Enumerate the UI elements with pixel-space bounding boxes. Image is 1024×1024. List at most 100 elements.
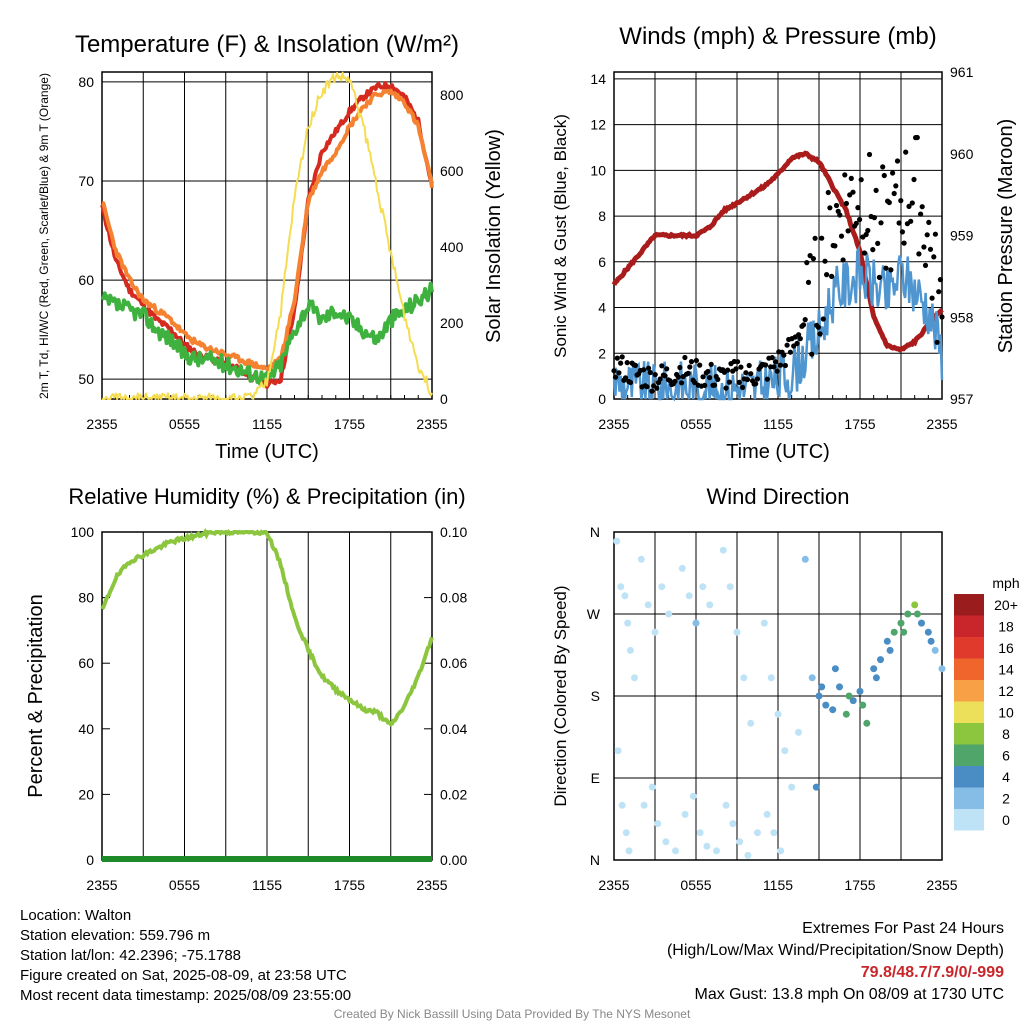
gust-point [875, 240, 881, 246]
gust-point [723, 385, 729, 391]
gust-point [763, 362, 769, 368]
gust-point [871, 215, 878, 221]
legend-label: 18 [998, 619, 1014, 635]
direction-tick-label: W [587, 606, 601, 622]
gust-point [894, 158, 901, 164]
gust-point [873, 187, 879, 193]
gust-point [740, 384, 746, 390]
chart-title-rh: Relative Humidity (%) & Precipitation (i… [68, 484, 465, 509]
gust-point [807, 253, 813, 259]
direction-point [774, 710, 782, 718]
direction-point [863, 719, 871, 727]
y-tick-label: 60 [78, 655, 94, 671]
y2-tick-label: 0.10 [440, 524, 467, 540]
x-tick-label: 2355 [416, 416, 447, 432]
gust-point [682, 354, 688, 361]
direction-point [747, 719, 755, 727]
legend-swatch [954, 701, 984, 723]
y-axis-label-temperature: 2m T, Td, HI/WC (Red, Green, Scarlet/Blu… [37, 73, 51, 399]
gust-point [899, 229, 906, 235]
direction-point [665, 610, 673, 618]
gust-point [832, 243, 838, 249]
direction-point [696, 829, 704, 837]
gust-point [927, 246, 934, 252]
elevation-text: Station elevation: 559.796 m [20, 927, 211, 944]
gust-point [675, 374, 681, 380]
y-tick-label: 8 [598, 208, 606, 224]
gust-point [866, 151, 873, 158]
y2-axis-label-insolation: Solar Insolation (Yellow) [483, 129, 505, 343]
extremes-subtitle: (High/Low/Max Wind/Precipitation/Snow De… [666, 942, 1004, 959]
gust-point [774, 368, 780, 374]
direction-point [699, 583, 707, 591]
gust-point [659, 363, 665, 369]
direction-point [719, 546, 727, 554]
direction-point [777, 847, 785, 855]
gust-point [934, 339, 940, 345]
y-tick-label: 4 [598, 300, 606, 316]
gust-point [837, 212, 843, 218]
direction-point [617, 583, 625, 591]
direction-point [624, 619, 632, 627]
gust-point [827, 205, 833, 211]
gust-point [738, 364, 744, 370]
direction-point [870, 665, 878, 673]
x-tick-label: 1755 [334, 416, 365, 432]
y-tick-label: 100 [71, 524, 95, 540]
direction-point [842, 710, 850, 718]
direction-point [692, 619, 700, 627]
direction-point [795, 728, 802, 736]
gust-point [700, 374, 706, 380]
gust-point [726, 379, 733, 385]
gust-point [918, 211, 924, 217]
gust-point [863, 231, 869, 238]
gust-point [838, 233, 845, 239]
legend-label: 20+ [994, 597, 1018, 613]
direction-point [678, 564, 686, 572]
y2-tick-label: 961 [950, 64, 974, 80]
credit-text: Created By Nick Bassill Using Data Provi… [333, 1007, 691, 1021]
y-tick-label: 14 [590, 71, 606, 87]
direction-point [781, 747, 789, 755]
gust-point [804, 260, 810, 266]
direction-point [883, 637, 891, 645]
x-tick-label: 0555 [680, 416, 711, 432]
direction-point [788, 783, 796, 791]
direction-point [938, 665, 946, 673]
plot-frame [613, 531, 943, 861]
direction-tick-label: N [590, 524, 600, 540]
gust-point [843, 200, 850, 207]
x-tick-label: 0555 [169, 877, 200, 893]
gust-point [647, 369, 653, 376]
direction-tick-label: N [590, 852, 600, 868]
gust-point [624, 360, 630, 366]
gust-point [787, 349, 794, 355]
gust-point [850, 189, 856, 195]
y2-tick-label: 0.06 [440, 655, 467, 671]
gust-point [657, 376, 663, 382]
legend-label: 2 [1002, 791, 1010, 807]
rh-line [100, 527, 434, 727]
gust-point [842, 172, 848, 178]
gust-point [829, 273, 835, 279]
x-tick-label: 1155 [252, 416, 282, 432]
y-tick-label: 70 [78, 173, 94, 189]
gust-point [664, 366, 670, 372]
extremes-values: 79.8/48.7/7.9/0/-999 [860, 964, 1004, 981]
legend-swatch [954, 615, 984, 637]
legend-swatch [954, 809, 984, 831]
gust-point [735, 359, 741, 365]
wind-line [612, 244, 944, 402]
gust-point [772, 359, 779, 365]
gust-point [797, 336, 803, 342]
created-text: Figure created on Sat, 2025-08-09, at 23… [20, 967, 347, 984]
direction-point [822, 701, 830, 709]
gust-point [805, 279, 812, 285]
direction-point [890, 628, 898, 636]
legend-swatch [954, 766, 984, 788]
gust-point [919, 204, 925, 210]
y-tick-label: 80 [78, 74, 94, 90]
x-tick-label: 2355 [598, 877, 629, 893]
gust-point [652, 372, 658, 378]
gust-point [825, 189, 831, 196]
